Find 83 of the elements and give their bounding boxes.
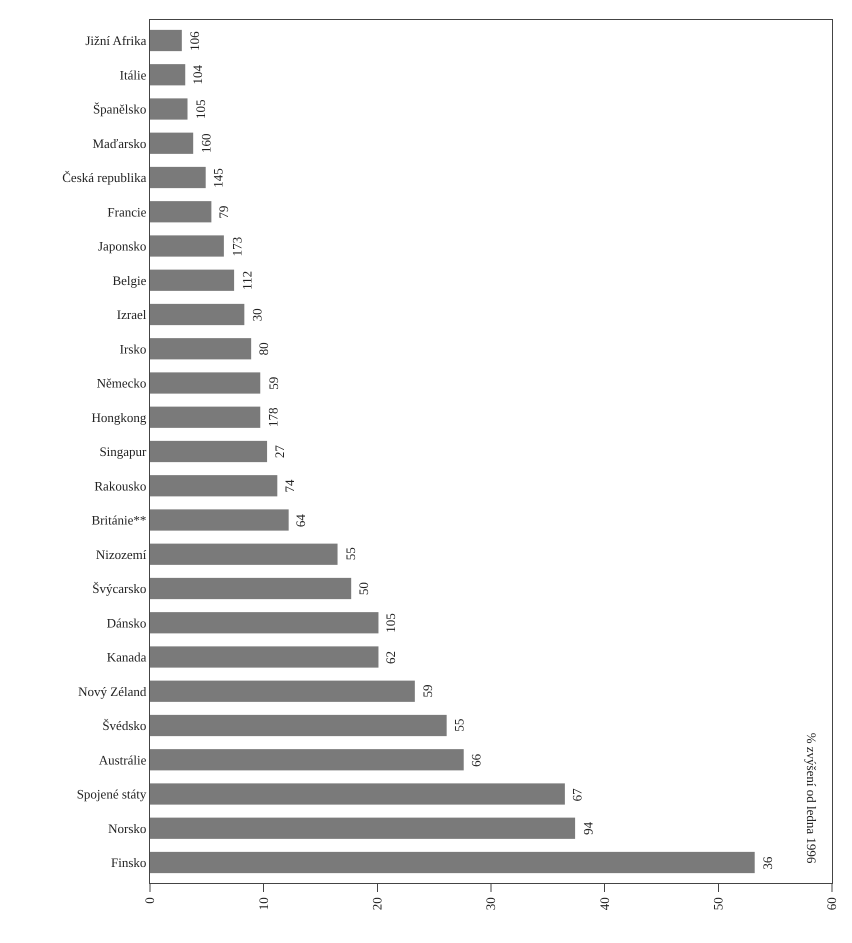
y-tick-label: Belgie [112,272,147,288]
annotation: 27 [272,444,288,458]
bar [150,372,260,394]
y-tick-label: Británie** [92,512,146,528]
y-tick-label: Hongkong [92,410,147,425]
annotation: 145 [210,168,226,188]
x-tick-label: 10 [256,897,271,910]
bar [150,30,182,52]
annotation: 36 [760,856,775,870]
annotation: 105 [383,613,398,633]
annotation: 79 [216,206,232,219]
y-tick-label: Česká republika [62,170,147,186]
bar [150,783,565,805]
annotation: 55 [342,547,358,560]
bar [150,749,464,770]
annotation: 94 [580,821,596,835]
annotation: 160 [198,133,214,153]
bar [150,852,755,874]
bar [150,680,415,702]
annotation: 55 [452,718,467,732]
annotation: 173 [229,236,244,256]
y-tick-label: Japonsko [98,238,146,254]
y-tick-label: Norsko [108,820,146,836]
bar [150,132,194,154]
bar [150,612,378,634]
y-tick-label: Irsko [120,341,146,356]
x-tick-label: 40 [596,897,612,910]
bar [150,714,447,736]
x-tick-label: 0 [142,897,158,904]
y-tick-label: Švédsko [102,718,146,734]
annotation: 66 [468,753,484,767]
y-tick-label: Finsko [110,855,146,870]
y-tick-label: Španělsko [92,102,146,117]
annotation: 80 [256,342,271,356]
annotation: 62 [382,650,398,664]
annotation: 59 [420,684,436,698]
x-tick-label: 30 [483,897,498,910]
y-tick-label: Francie [107,204,147,220]
y-tick-label: Rakousko [94,478,146,494]
y-tick-label: Jižní Afrika [85,33,147,48]
annotation: 106 [186,30,202,51]
bar [150,578,352,600]
bar [150,406,260,428]
annotation: 59 [266,376,281,390]
bar [150,818,576,839]
y-tick-label: Itálie [120,67,147,82]
bar [150,166,206,188]
annotation: 112 [239,270,254,290]
annotation: 74 [282,479,298,493]
bar [150,270,234,291]
y-tick-label: Singapur [99,444,148,460]
bar [150,201,212,222]
annotation: % zvýšení od ledna 1996 [804,732,819,864]
bar [150,338,252,360]
x-tick-label: 50 [710,897,726,910]
annotation: 50 [356,582,372,596]
y-tick-label: Německo [96,376,146,391]
y-tick-label: Kanada [106,650,147,665]
x-tick-label: 20 [370,897,385,910]
bar [150,475,278,496]
bar [150,64,186,86]
bar [150,509,289,531]
annotation: 105 [192,100,208,120]
bar [150,544,338,565]
x-tick-label: 60 [824,897,840,910]
y-tick-label: Švýcarsko [92,581,146,596]
annotation: 30 [249,308,264,322]
y-tick-label: Austrálie [98,752,147,768]
y-tick-label: Izrael [116,307,147,322]
annotation: 104 [190,64,205,85]
bar [150,646,378,668]
y-tick-label: Maďarsko [92,136,146,151]
y-tick-label: Spojené státy [76,786,147,802]
annotation: 178 [266,408,281,428]
bar [150,440,268,462]
y-tick-label: Nový Zéland [78,684,147,699]
annotation: 67 [569,788,584,802]
bar [150,235,224,257]
bar [150,304,244,326]
annotation: 64 [293,514,308,528]
y-tick-label: Nizozemí [96,546,147,562]
bar [150,98,188,120]
y-tick-label: Dánsko [106,615,146,630]
